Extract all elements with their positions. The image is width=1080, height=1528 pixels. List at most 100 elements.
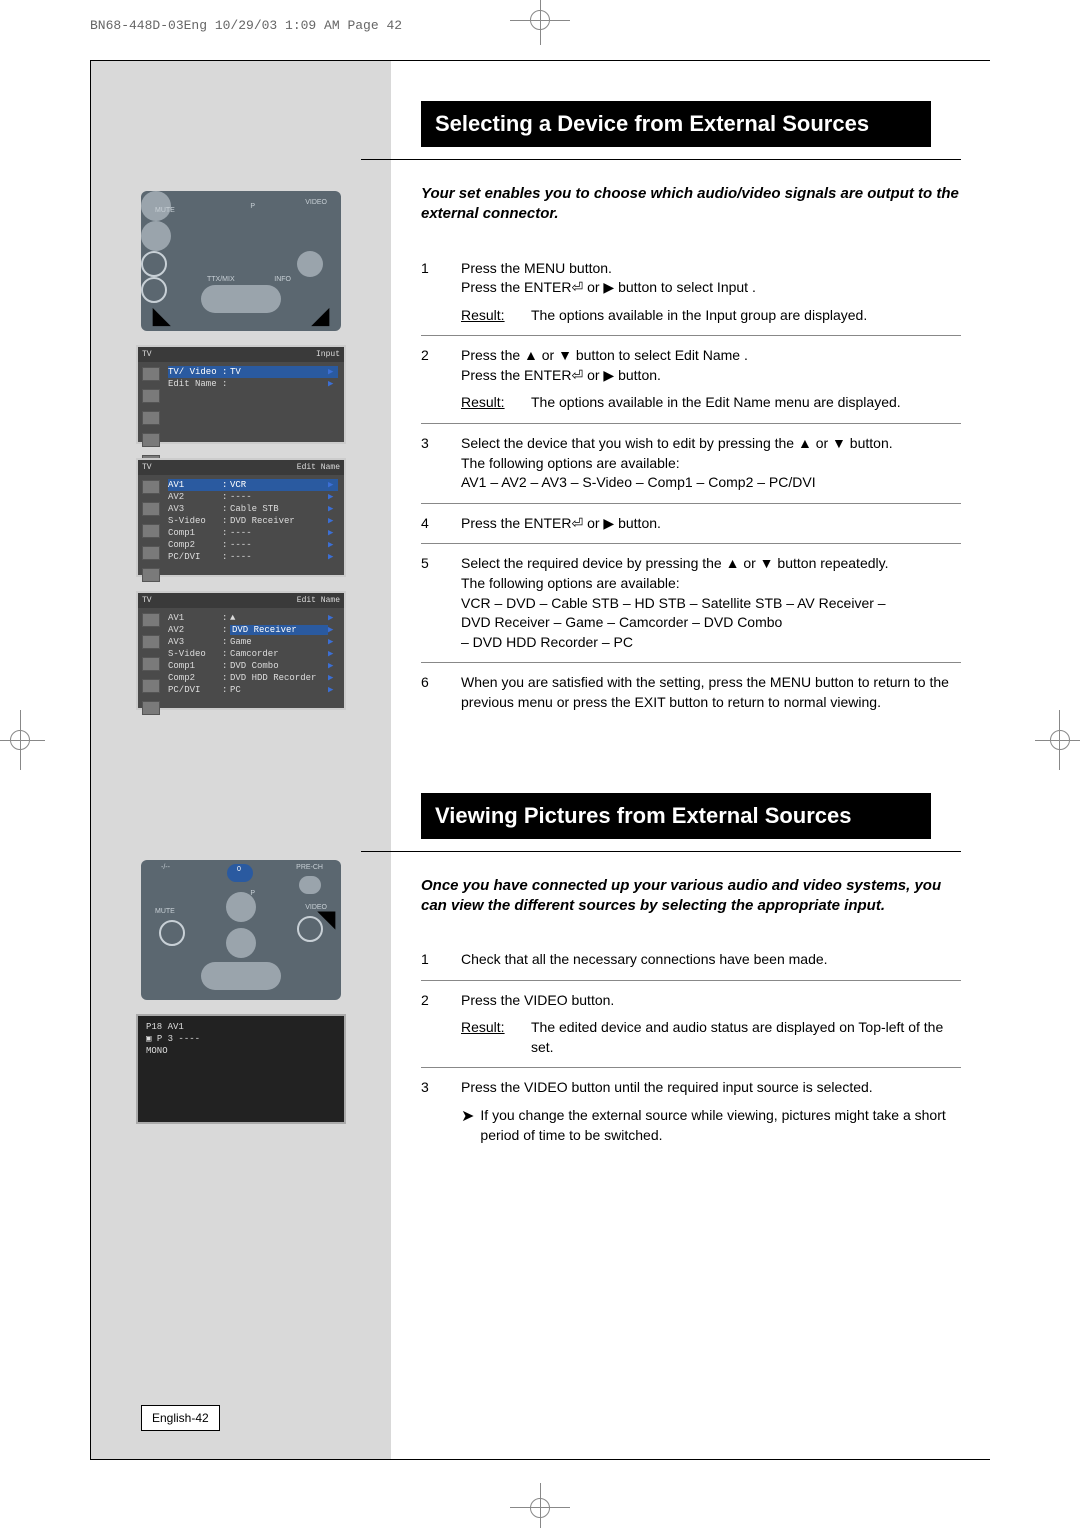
pdf-header: BN68-448D-03Eng 10/29/03 1:09 AM Page 42 — [90, 18, 402, 33]
step-body: Select the required device by pressing t… — [461, 554, 961, 652]
step-line: Check that all the necessary connections… — [461, 950, 961, 970]
step-body: Press the VIDEO button until the require… — [461, 1078, 961, 1145]
section-title: Selecting a Device from External Sources — [421, 101, 931, 147]
osd-row: S-Video:Camcorder▶ — [168, 648, 338, 660]
step-row: 3Press the VIDEO button until the requir… — [421, 1068, 961, 1155]
remote-nav-pad — [201, 285, 281, 313]
step-line: AV1 – AV2 – AV3 – S-Video – Comp1 – Comp… — [461, 473, 961, 493]
crop-mark — [530, 10, 550, 30]
remote-video-button — [141, 277, 167, 303]
step-line: Select the required device by pressing t… — [461, 554, 961, 574]
step-body: When you are satisfied with the setting,… — [461, 673, 961, 712]
step-line: Press the ENTER⏎ or ▶ button to select I… — [461, 278, 961, 298]
step-line: VCR – DVD – Cable STB – HD STB – Satelli… — [461, 594, 961, 614]
osd-title-right: Edit Name — [297, 463, 340, 472]
osd-title-left: TV — [142, 463, 152, 472]
osd-title-left: TV — [142, 350, 152, 359]
osd-tab-icons — [142, 480, 160, 582]
note-icon: ➤ — [461, 1106, 474, 1145]
crop-mark — [10, 730, 30, 750]
osd-body: AV1:▲▶AV2:DVD Receiver▶AV3:Game▶S-Video:… — [164, 608, 344, 708]
right-column: Selecting a Device from External Sources… — [391, 61, 991, 1459]
result-text: The options available in the Edit Name m… — [531, 393, 901, 413]
steps-list: 1Press the MENU button.Press the ENTER⏎ … — [421, 249, 961, 723]
preview-line: MONO — [146, 1046, 168, 1056]
remote-mute-label: MUTE — [155, 908, 175, 915]
remote-p-down — [141, 221, 171, 251]
osd-header: TV Edit Name — [138, 593, 344, 608]
step-body: Press the MENU button.Press the ENTER⏎ o… — [461, 259, 961, 326]
osd-row: S-Video:DVD Receiver▶ — [168, 515, 338, 527]
osd-header: TV Edit Name — [138, 460, 344, 475]
step-line: Press the ENTER⏎ or ▶ button. — [461, 514, 961, 534]
remote-button — [297, 251, 323, 277]
section-1: Selecting a Device from External Sources… — [391, 61, 991, 723]
osd-row: AV3:Game▶ — [168, 636, 338, 648]
remote-button — [299, 876, 321, 894]
remote-illustration-2: -/-- 0 PRE-CH P MUTE VIDEO ◥ — [141, 860, 341, 1000]
step-number: 4 — [421, 514, 461, 534]
osd-row: Comp2:DVD HDD Recorder▶ — [168, 672, 338, 684]
result-label: Result: — [461, 1018, 531, 1057]
step-row: 1Press the MENU button.Press the ENTER⏎ … — [421, 249, 961, 337]
osd-row: AV1:VCR▶ — [168, 479, 338, 491]
remote-nav-pad — [201, 962, 281, 990]
osd-row: Comp1:DVD Combo▶ — [168, 660, 338, 672]
note-text: If you change the external source while … — [480, 1106, 961, 1145]
section-2: Viewing Pictures from External Sources O… — [391, 753, 991, 1156]
result-row: Result:The options available in the Edit… — [461, 393, 961, 413]
step-row: 2Press the ▲ or ▼ button to select Edit … — [421, 336, 961, 424]
osd-title-right: Input — [316, 350, 340, 359]
step-line: Press the VIDEO button until the require… — [461, 1078, 961, 1098]
preview-line: ▣ P 3 ---- — [146, 1034, 200, 1044]
step-row: 2Press the VIDEO button. Result:The edite… — [421, 981, 961, 1069]
step-line: Select the device that you wish to edit … — [461, 434, 961, 454]
intro-text: Once you have connected up your various … — [391, 876, 961, 917]
title-wrap: Selecting a Device from External Sources — [361, 61, 961, 160]
result-label: Result: — [461, 306, 531, 326]
step-number: 1 — [421, 259, 461, 326]
remote-ttx-label: TTX/MIX — [207, 276, 235, 283]
step-body: Press the ENTER⏎ or ▶ button. — [461, 514, 961, 534]
osd-editname-menu-2: TV Edit Name AV1:▲▶AV2:DVD Receiver▶AV3:… — [136, 591, 346, 710]
step-row: 5Select the required device by pressing … — [421, 544, 961, 663]
step-number: 6 — [421, 673, 461, 712]
step-body: Press the ▲ or ▼ button to select Edit N… — [461, 346, 961, 413]
preview-line: P18 AV1 — [146, 1022, 184, 1032]
step-line: – DVD HDD Recorder – PC — [461, 633, 961, 653]
intro-text: Your set enables you to choose which aud… — [391, 184, 961, 225]
osd-row: AV1:▲▶ — [168, 612, 338, 624]
step-number: 5 — [421, 554, 461, 652]
crop-mark — [530, 1498, 550, 1518]
result-row: Result:The options available in the Inpu… — [461, 306, 961, 326]
osd-row: AV2:----▶ — [168, 491, 338, 503]
step-line: Press the MENU button. — [461, 259, 961, 279]
left-column: P MUTE VIDEO TTX/MIX INFO ◣ ◢ TV Input T… — [91, 61, 391, 1459]
remote-illustration-1: P MUTE VIDEO TTX/MIX INFO ◣ ◢ — [141, 191, 341, 331]
step-line: Press the ENTER⏎ or ▶ button. — [461, 366, 961, 386]
osd-row: PC/DVI:----▶ — [168, 551, 338, 563]
step-body: Press the VIDEO button. Result:The edited… — [461, 991, 961, 1058]
step-line: The following options are available: — [461, 574, 961, 594]
step-number: 3 — [421, 1078, 461, 1145]
step-line: The following options are available: — [461, 454, 961, 474]
remote-mute-button — [141, 251, 167, 277]
steps-list: 1Check that all the necessary connection… — [421, 940, 961, 1155]
remote-p-label: P — [250, 203, 255, 210]
result-row: Result:The edited device and audio statu… — [461, 1018, 961, 1057]
step-number: 3 — [421, 434, 461, 493]
remote-info-label: INFO — [274, 276, 291, 283]
osd-input-menu: TV Input TV/ Video:TV▶Edit Name:▶ — [136, 345, 346, 444]
remote-mute-button — [159, 920, 185, 946]
step-row: 6When you are satisfied with the setting… — [421, 663, 961, 722]
arrow-indicator: ◢ — [312, 303, 329, 329]
step-line: Press the VIDEO button. — [461, 991, 961, 1011]
remote-button — [226, 928, 256, 958]
osd-row: Comp2:----▶ — [168, 539, 338, 551]
osd-row: Edit Name:▶ — [168, 378, 338, 390]
page-frame: P MUTE VIDEO TTX/MIX INFO ◣ ◢ TV Input T… — [90, 60, 990, 1460]
remote-button — [226, 892, 256, 922]
step-number: 2 — [421, 991, 461, 1058]
step-row: 4Press the ENTER⏎ or ▶ button. — [421, 504, 961, 545]
osd-row: Comp1:----▶ — [168, 527, 338, 539]
